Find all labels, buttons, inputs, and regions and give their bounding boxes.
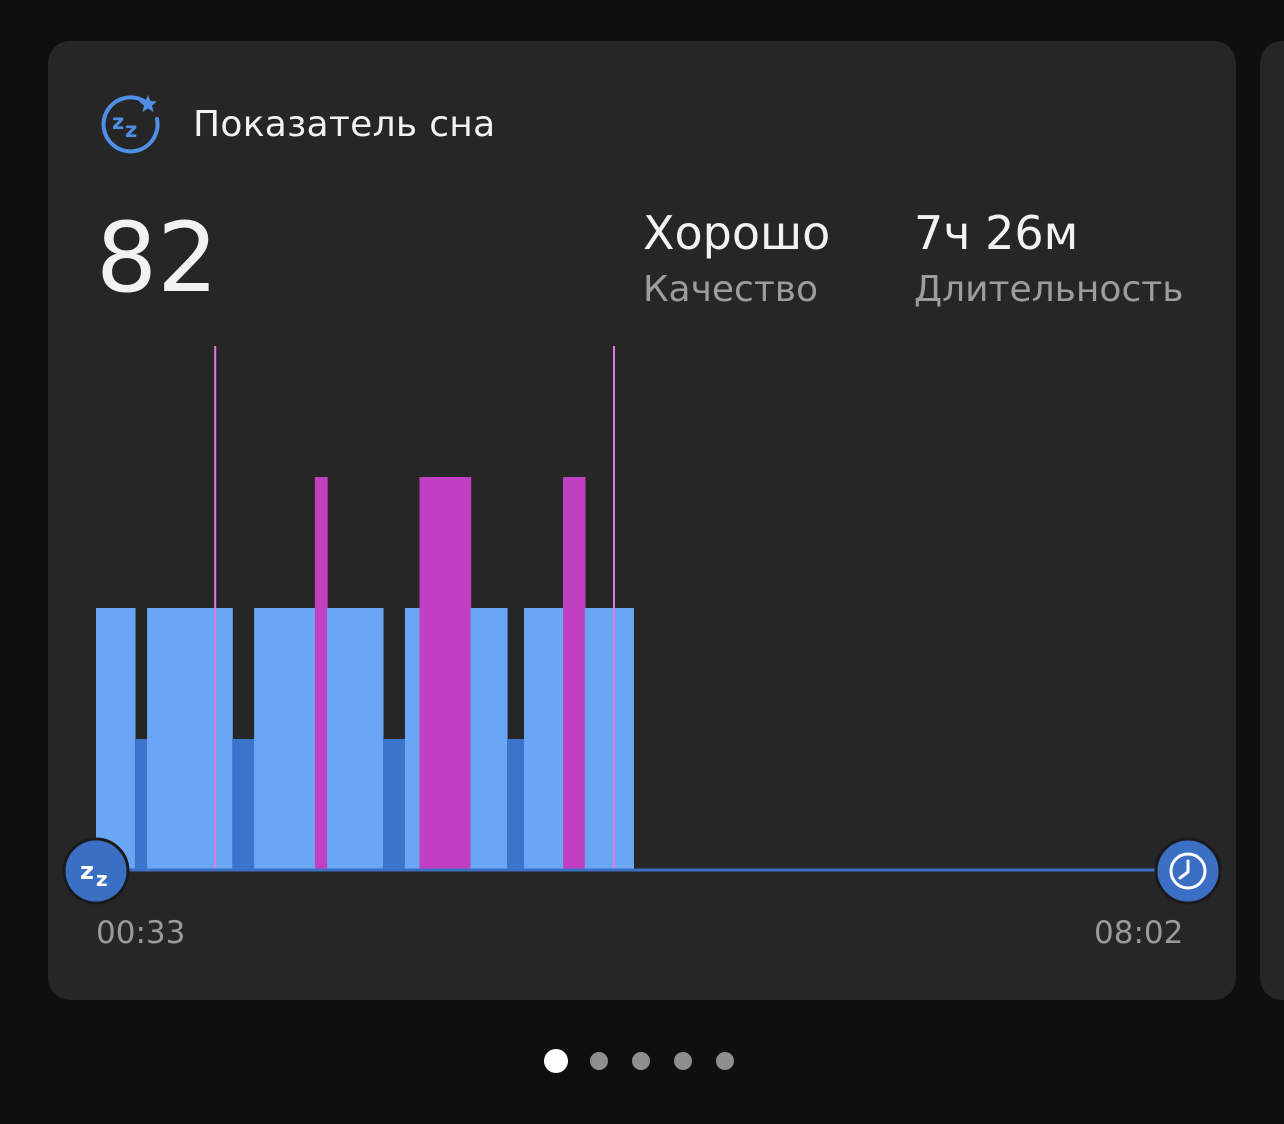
page-indicator[interactable] xyxy=(544,1048,758,1074)
sleep-zz-star-icon: z z xyxy=(100,93,164,157)
sleep-segment-deep xyxy=(507,739,525,870)
alarm-clock-icon xyxy=(1169,852,1207,890)
sleep-segment-deep xyxy=(232,739,255,870)
sleep-segment-light xyxy=(470,608,508,870)
sleep-score-value: 82 xyxy=(96,202,219,314)
sleep-end-time: 08:02 xyxy=(1094,915,1184,951)
sleep-segment-awake xyxy=(314,477,328,870)
page-dot-5[interactable] xyxy=(716,1052,734,1070)
quality-stat: Хорошо Качество xyxy=(643,204,830,314)
svg-text:z: z xyxy=(80,857,94,885)
sleep-segment-deep xyxy=(383,739,406,870)
page-dot-4[interactable] xyxy=(674,1052,692,1070)
sleep-zz-icon: z z xyxy=(80,857,108,891)
sleep-segment-awake xyxy=(419,477,472,870)
wake-end-marker[interactable] xyxy=(1154,837,1222,905)
duration-label: Длительность xyxy=(914,269,1184,310)
quality-label: Качество xyxy=(643,269,819,310)
sleep-segment-light xyxy=(254,608,316,870)
page-dot-2[interactable] xyxy=(590,1052,608,1070)
duration-stat: 7ч 26м Длительность xyxy=(914,204,1183,314)
sleep-start-time: 00:33 xyxy=(96,915,186,951)
sleep-segment-awake xyxy=(563,477,586,870)
sleep-segment-light xyxy=(404,608,421,870)
sleep-segment-light xyxy=(327,608,384,870)
sleep-score-card[interactable]: z z Показатель сна 82 Хорошо Качество 7ч… xyxy=(48,41,1236,1000)
sleep-segment-deep xyxy=(134,739,148,870)
sleep-segment-light xyxy=(96,608,136,870)
page-dot-3[interactable] xyxy=(632,1052,650,1070)
sleep-stages-chart[interactable]: z z xyxy=(48,41,1236,1000)
svg-text:z: z xyxy=(125,118,137,142)
sleep-segment-light xyxy=(524,608,564,870)
svg-text:z: z xyxy=(112,110,124,134)
page-dot-1[interactable] xyxy=(544,1049,568,1073)
duration-value: 7ч 26м xyxy=(914,206,1079,260)
sleep-segment-light xyxy=(147,608,233,870)
sleep-start-marker[interactable]: z z xyxy=(62,837,130,905)
sleep-segment-light xyxy=(584,608,634,870)
svg-text:z: z xyxy=(96,867,108,891)
card-title: Показатель сна xyxy=(193,104,496,145)
next-card-peek[interactable] xyxy=(1260,41,1284,1000)
quality-value: Хорошо xyxy=(643,206,831,260)
